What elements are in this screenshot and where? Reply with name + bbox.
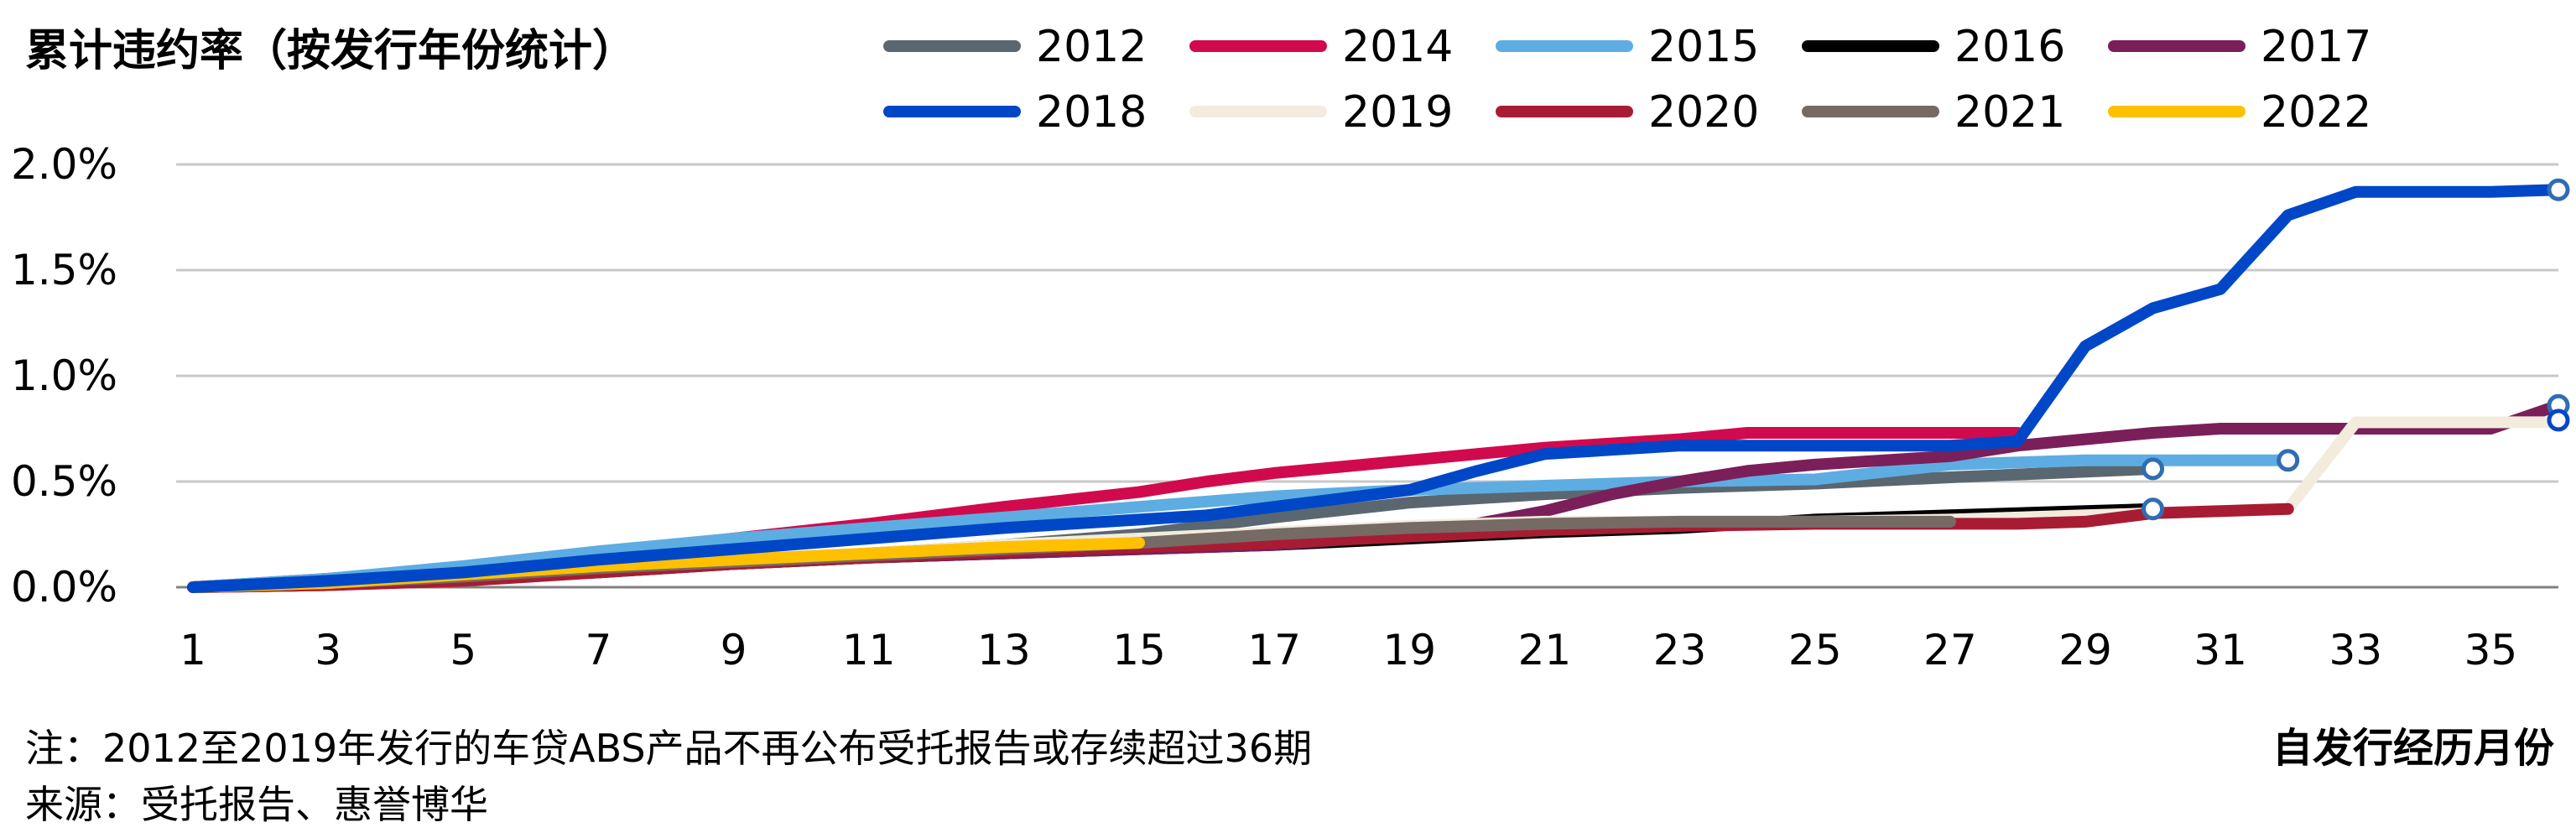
series-lines: [187, 184, 2564, 593]
x-tick-label: 25: [1788, 626, 1842, 674]
x-tick-label: 7: [585, 626, 612, 674]
legend-label-2016: 2016: [1954, 22, 2065, 72]
x-tick-label: 5: [450, 626, 476, 674]
x-tick-label: 35: [2464, 626, 2518, 674]
end-marker-2016: [2141, 497, 2165, 521]
x-tick-label: 9: [721, 626, 747, 674]
end-marker-2019: [2547, 409, 2570, 432]
series-line-2018: [187, 184, 2564, 593]
x-tick-label: 3: [315, 626, 341, 674]
legend-label-2021: 2021: [1954, 87, 2065, 138]
gridlines: [176, 163, 2558, 483]
legend-label-2019: 2019: [1342, 87, 1453, 138]
x-tick-label: 23: [1653, 626, 1707, 674]
legend-label-2012: 2012: [1036, 22, 1147, 72]
legend-label-2022: 2022: [2261, 87, 2371, 138]
x-tick-label: 11: [842, 626, 896, 674]
x-axis-ticks: 1 3 5 7 9 11 13 15 17 19 21 23 25 27 29 31 33 35: [180, 626, 2517, 674]
legend-label-2020: 2020: [1648, 87, 1759, 138]
legend-label-2014: 2014: [1342, 22, 1453, 72]
note-text: 注：2012至2019年发行的车贷ABS产品不再公布受托报告或存续超过36期: [25, 726, 1312, 771]
x-axis-label: 自发行经历月份: [2272, 725, 2554, 772]
end-marker-2015: [2277, 449, 2300, 472]
x-tick-label: 21: [1518, 626, 1572, 674]
legend-label-2015: 2015: [1648, 22, 1759, 72]
x-tick-label: 31: [2194, 626, 2247, 674]
x-tick-label: 27: [1923, 626, 1977, 674]
end-marker-2018: [2547, 178, 2570, 201]
x-tick-label: 1: [180, 626, 206, 674]
y-tick-label: 0.5%: [11, 457, 117, 506]
legend-label-2018: 2018: [1036, 87, 1147, 138]
y-axis-ticks: 0.0% 0.5% 1.0% 1.5% 2.0%: [11, 140, 117, 612]
x-tick-label: 19: [1382, 626, 1436, 674]
y-tick-label: 1.5%: [11, 246, 117, 294]
y-tick-label: 2.0%: [11, 140, 117, 189]
x-tick-label: 15: [1112, 626, 1166, 674]
x-tick-label: 17: [1247, 626, 1301, 674]
legend-label-2017: 2017: [2261, 22, 2371, 72]
x-tick-label: 13: [977, 626, 1031, 674]
legend: 2012 2014 2015 2016 2017 2018 2019 2020 2021 2022: [883, 22, 2371, 138]
chart-title: 累计违约率（按发行年份统计）: [25, 26, 636, 76]
x-tick-label: 33: [2329, 626, 2382, 674]
source-text: 来源：受托报告、惠誉博华: [25, 782, 488, 827]
end-marker-2012: [2141, 457, 2165, 481]
series-line-2015: [187, 454, 2294, 593]
y-tick-label: 0.0%: [11, 563, 117, 612]
x-tick-label: 29: [2058, 626, 2112, 674]
y-tick-label: 1.0%: [11, 351, 117, 400]
end-markers: [2141, 178, 2570, 521]
